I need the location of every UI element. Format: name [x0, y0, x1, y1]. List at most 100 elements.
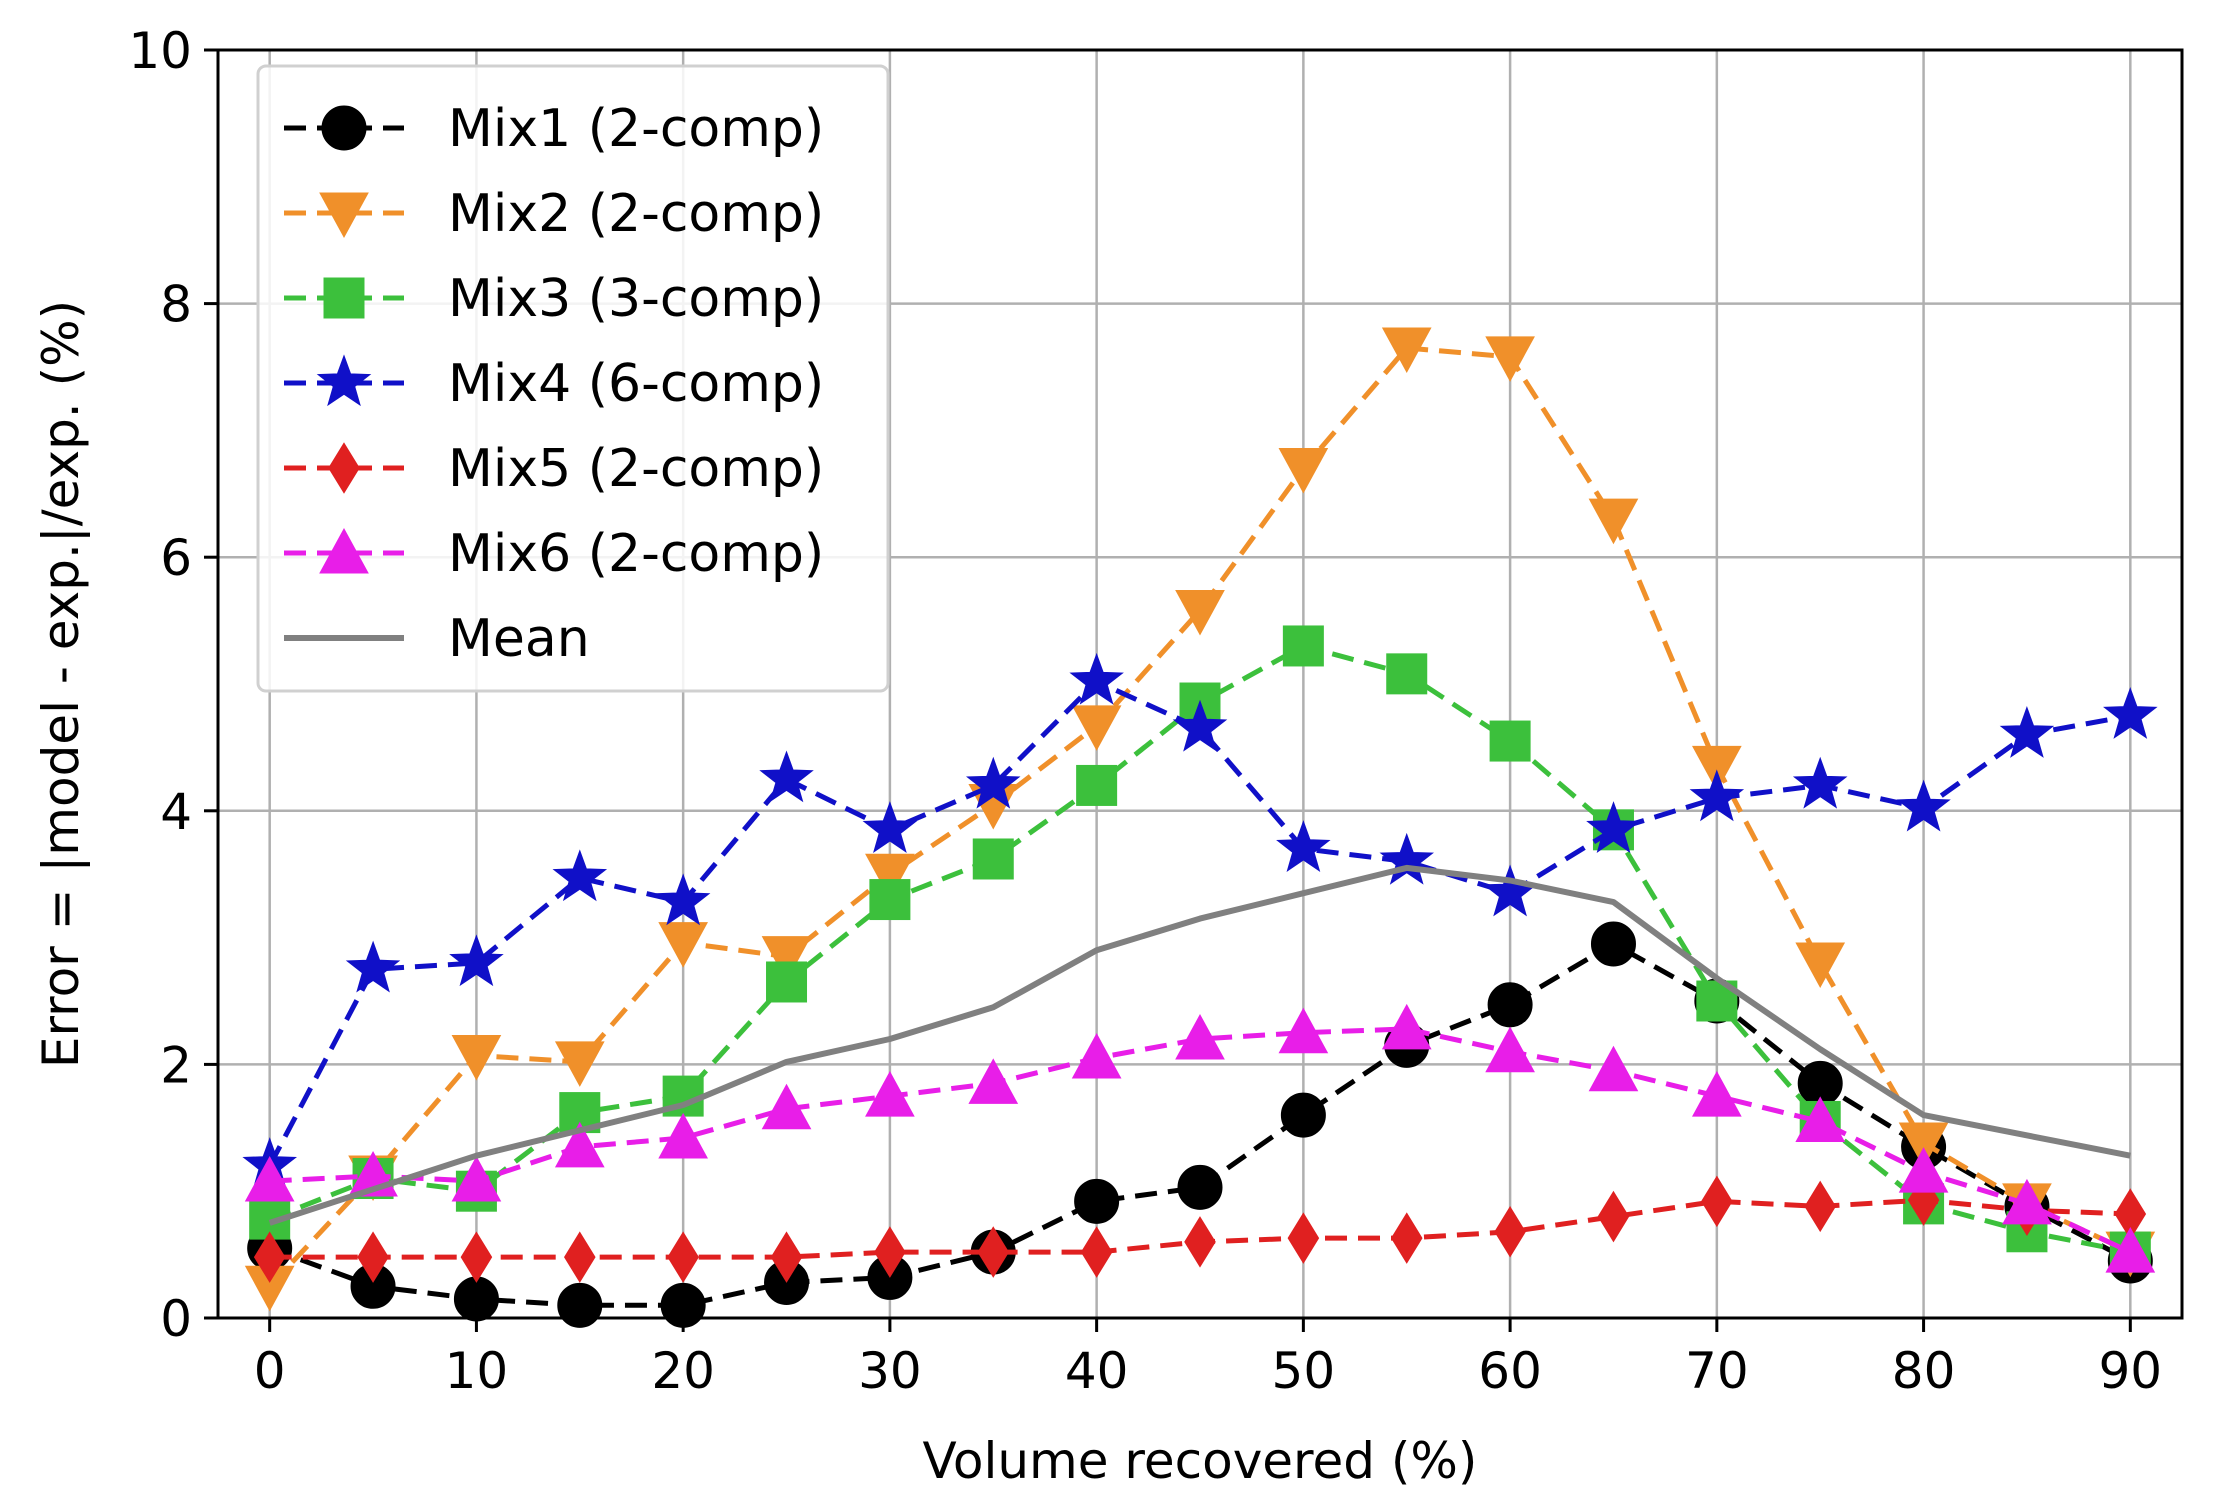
data-point: [1069, 652, 1124, 705]
data-point: [874, 1226, 906, 1278]
series-7: [268, 864, 2131, 1226]
legend-item: Mix2 (2-comp): [284, 184, 824, 244]
data-point: [1175, 1013, 1225, 1060]
y-tick-label: 0: [160, 1290, 192, 1348]
data-point: [1278, 1007, 1329, 1054]
data-point: [1287, 1212, 1320, 1264]
data-point: [2002, 1178, 2052, 1225]
data-point: [1689, 769, 1745, 822]
data-point: [1071, 1033, 1122, 1079]
data-point: [770, 1231, 803, 1283]
x-tick-label: 40: [1065, 1342, 1129, 1400]
data-point: [1804, 1180, 1836, 1233]
x-axis-label: Volume recovered (%): [923, 1432, 1478, 1490]
data-point: [862, 801, 918, 853]
legend-label: Mix1 (2-comp): [448, 99, 824, 159]
data-point: [759, 750, 814, 803]
data-point: [1390, 1212, 1423, 1264]
data-point: [2105, 1227, 2156, 1273]
data-point: [1691, 745, 1742, 792]
data-point: [1691, 1071, 1742, 1117]
series-line: [267, 679, 2131, 1167]
legend-label: Mix2 (2-comp): [448, 184, 824, 244]
y-tick-label: 10: [128, 22, 192, 80]
data-point: [1381, 1003, 1432, 1050]
data-point: [1074, 1178, 1120, 1224]
data-point: [972, 838, 1014, 880]
data-point: [1175, 589, 1225, 636]
legend-marker: [319, 527, 369, 574]
data-point: [766, 961, 808, 1003]
data-point: [1588, 498, 1639, 545]
data-point: [451, 1035, 502, 1081]
legend-label: Mix3 (3-comp): [448, 269, 824, 329]
data-point: [1485, 336, 1535, 382]
data-point: [865, 853, 915, 900]
y-tick-label: 6: [160, 529, 192, 587]
y-axis-label: Error = |model - exp.|/exp. (%): [32, 300, 90, 1068]
legend-marker: [316, 354, 372, 407]
data-point: [1386, 653, 1428, 695]
data-point: [966, 756, 1021, 809]
data-point: [253, 1231, 286, 1283]
legend-item: Mix1 (2-comp): [284, 99, 824, 159]
data-point: [977, 1226, 1010, 1278]
x-tick-label: 0: [254, 1342, 286, 1400]
legend-marker: [319, 192, 369, 239]
data-point: [1795, 942, 1846, 989]
legend-item: Mix5 (2-comp): [284, 439, 824, 499]
y-tick-label: 2: [160, 1036, 192, 1094]
data-point: [1489, 720, 1531, 762]
series-line: [268, 864, 2131, 1226]
legend-item: Mix6 (2-comp): [284, 524, 824, 584]
data-point: [357, 1231, 389, 1283]
y-tick-label: 8: [160, 276, 192, 334]
data-point: [1282, 625, 1324, 667]
x-tick-label: 30: [858, 1342, 922, 1400]
legend-label: Mix6 (2-comp): [448, 524, 824, 584]
legend-marker: [321, 105, 367, 151]
data-point: [1076, 764, 1118, 806]
data-point: [1280, 1092, 1326, 1138]
data-point: [1485, 1026, 1535, 1073]
x-tick-label: 80: [1892, 1342, 1956, 1400]
x-tick-label: 20: [651, 1342, 715, 1400]
x-tick-label: 10: [445, 1342, 509, 1400]
data-point: [554, 1041, 605, 1087]
data-point: [761, 936, 812, 982]
data-point: [1588, 1045, 1639, 1092]
legend-label: Mean: [448, 609, 590, 669]
data-point: [1999, 706, 2055, 758]
data-point: [869, 879, 911, 921]
data-point: [557, 1282, 603, 1328]
data-point: [451, 1156, 502, 1202]
data-point: [244, 1156, 295, 1202]
legend-marker: [328, 442, 360, 494]
data-point: [1597, 1190, 1630, 1243]
data-point: [552, 849, 608, 902]
data-point: [761, 1083, 812, 1130]
legend-item: Mean: [284, 609, 590, 669]
series-layer: [242, 327, 2158, 1328]
legend-item: Mix3 (3-comp): [284, 269, 824, 329]
data-point: [1278, 447, 1329, 494]
data-point: [1276, 820, 1331, 872]
data-point: [554, 1121, 605, 1168]
data-point: [1795, 1096, 1846, 1142]
legend-marker: [323, 277, 365, 319]
y-tick-label: 4: [160, 783, 192, 841]
data-point: [1590, 921, 1636, 967]
data-point: [658, 922, 709, 968]
data-point: [345, 940, 401, 993]
data-point: [564, 1231, 596, 1283]
x-tick-label: 90: [2099, 1342, 2163, 1400]
data-point: [1487, 982, 1533, 1028]
data-point: [1494, 1206, 1526, 1258]
data-point: [667, 1231, 699, 1283]
data-point: [449, 934, 504, 987]
legend-item: Mix4 (6-comp): [284, 354, 824, 414]
data-point: [460, 1231, 493, 1283]
legend-label: Mix5 (2-comp): [448, 439, 824, 499]
data-point: [658, 1112, 709, 1159]
